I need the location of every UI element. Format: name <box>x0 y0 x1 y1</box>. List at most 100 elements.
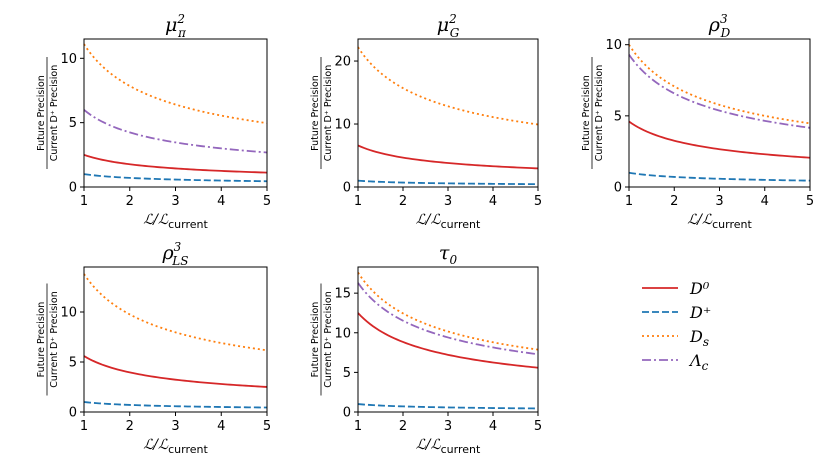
plot-frame <box>628 38 811 188</box>
series-line-D-3 <box>628 171 811 182</box>
series-line-Ds-2 <box>357 46 539 126</box>
y-tick-label: 0 <box>69 181 77 196</box>
x-tick-label: 4 <box>489 419 497 434</box>
legend-label: D⁺ <box>689 303 711 322</box>
x-tick-label: 1 <box>80 419 88 434</box>
x-tick-label: 1 <box>80 194 88 209</box>
x-tick-label: 3 <box>171 419 179 434</box>
series-line-D0-4 <box>83 355 268 388</box>
series-line-c-3 <box>628 54 811 129</box>
chart-title: ρ3 D <box>708 12 731 40</box>
plot-frame <box>83 266 268 413</box>
x-tick-label: 5 <box>263 419 271 434</box>
series-line-D-5 <box>357 403 539 410</box>
x-tick-label: 3 <box>444 194 452 209</box>
series-line-Ds-4 <box>83 273 268 352</box>
y-axis-label: Future Precision Current D⁺ Precision <box>36 283 60 396</box>
legend-label: Ds <box>689 327 709 349</box>
x-tick-label: 5 <box>263 194 271 209</box>
y-tick-label: 10 <box>334 118 351 133</box>
x-tick-label: 3 <box>444 419 452 434</box>
y-label-numerator: Future Precision <box>36 75 47 151</box>
y-tick-label: 0 <box>614 181 622 196</box>
y-tick-label: 20 <box>334 55 351 70</box>
y-tick-label: 10 <box>605 38 622 53</box>
x-tick-label: 4 <box>761 194 769 209</box>
y-axis-label: Future Precision Current D⁺ Precision <box>310 283 334 396</box>
y-axis-label: Future Precision Current D⁺ Precision <box>310 57 334 169</box>
series-line-Ds-5 <box>357 272 539 351</box>
plot-frame <box>83 38 268 188</box>
y-tick-label: 5 <box>614 109 622 124</box>
chart-panel-3: 1 2 3 4 5 0 5 10 ρ3 D ℒ/ℒcurrent Future Precision Cu… <box>581 12 814 231</box>
x-tick-label: 4 <box>489 194 497 209</box>
y-label-numerator: Future Precision <box>310 75 321 151</box>
x-tick-label: 4 <box>217 419 225 434</box>
y-tick-label: 15 <box>334 287 351 302</box>
x-tick-label: 3 <box>171 194 179 209</box>
x-axis-label: ℒ/ℒcurrent <box>687 212 752 231</box>
chart-panel-1: 1 2 3 4 5 0 5 10 μ2 π ℒ/ℒcurrent Future Precision Cu… <box>36 12 271 231</box>
series-line-c-1 <box>83 109 268 154</box>
plot-frame <box>357 266 539 413</box>
legend-item-D0: D⁰ <box>642 279 710 298</box>
x-axis-label: ℒ/ℒcurrent <box>143 212 208 231</box>
x-tick-label: 5 <box>806 194 814 209</box>
series-line-D-1 <box>83 173 268 183</box>
legend-item-Ds: Ds <box>642 327 709 349</box>
y-tick-label: 0 <box>343 181 351 196</box>
y-tick-label: 0 <box>343 406 351 421</box>
chart-title: μ2 G <box>437 12 460 40</box>
x-tick-label: 5 <box>534 419 542 434</box>
y-label-numerator: Future Precision <box>36 302 47 378</box>
y-axis-label: Future Precision Current D⁺ Precision <box>36 57 60 169</box>
x-tick-label: 1 <box>354 419 362 434</box>
series-line-D0-1 <box>83 153 268 174</box>
x-tick-label: 2 <box>399 194 407 209</box>
chart-panel-4: 1 2 3 4 5 0 5 10 ρ3 LS ℒ/ℒcurrent Future Precision C… <box>36 240 271 456</box>
x-tick-label: 3 <box>715 194 723 209</box>
plot-frame <box>357 38 539 188</box>
y-label-denominator: Current D⁺ Precision <box>323 65 334 161</box>
chart-panel-2: 1 2 3 4 5 0 10 20 μ2 G ℒ/ℒcurrent Future Precision C… <box>310 12 542 231</box>
y-label-denominator: Current D⁺ Precision <box>323 291 334 387</box>
legend-label: D⁰ <box>689 279 710 298</box>
y-tick-label: 5 <box>69 356 77 371</box>
chart-title: ρ3 LS <box>161 240 188 268</box>
y-label-denominator: Current D⁺ Precision <box>49 291 60 387</box>
series-line-D0-5 <box>357 312 539 369</box>
series-line-D-4 <box>83 401 268 409</box>
series-line-D0-3 <box>628 120 811 159</box>
x-axis-label: ℒ/ℒcurrent <box>416 212 481 231</box>
y-label-numerator: Future Precision <box>581 75 592 151</box>
legend-item-c: Λc <box>642 351 709 373</box>
y-label-numerator: Future Precision <box>310 302 321 378</box>
chart-title: μ2 π <box>165 12 187 40</box>
x-axis-label: ℒ/ℒcurrent <box>416 437 481 456</box>
x-tick-label: 1 <box>625 194 633 209</box>
x-tick-label: 2 <box>126 194 134 209</box>
series-line-Ds-1 <box>83 43 268 125</box>
x-axis-label: ℒ/ℒcurrent <box>143 437 208 456</box>
x-tick-label: 5 <box>534 194 542 209</box>
y-tick-label: 5 <box>343 366 351 381</box>
chart-title: τ0 <box>439 242 458 267</box>
y-tick-label: 0 <box>69 406 77 421</box>
legend-item-D: D⁺ <box>642 303 711 322</box>
y-tick-label: 10 <box>60 306 77 321</box>
y-tick-label: 10 <box>334 326 351 341</box>
series-line-Ds-3 <box>628 44 811 125</box>
x-tick-label: 4 <box>217 194 225 209</box>
series-line-D-2 <box>357 179 539 186</box>
y-label-denominator: Current D⁺ Precision <box>49 65 60 161</box>
y-tick-label: 5 <box>69 116 77 131</box>
x-tick-label: 1 <box>354 194 362 209</box>
x-tick-label: 2 <box>670 194 678 209</box>
legend-label: Λc <box>688 351 709 373</box>
series-line-D0-2 <box>357 144 539 170</box>
chart-panel-5: 1 2 3 4 5 0 5 10 15 τ0 ℒ/ℒcurrent Future Precision C… <box>310 242 542 456</box>
series-line-c-5 <box>357 282 539 356</box>
y-tick-label: 10 <box>60 52 77 67</box>
